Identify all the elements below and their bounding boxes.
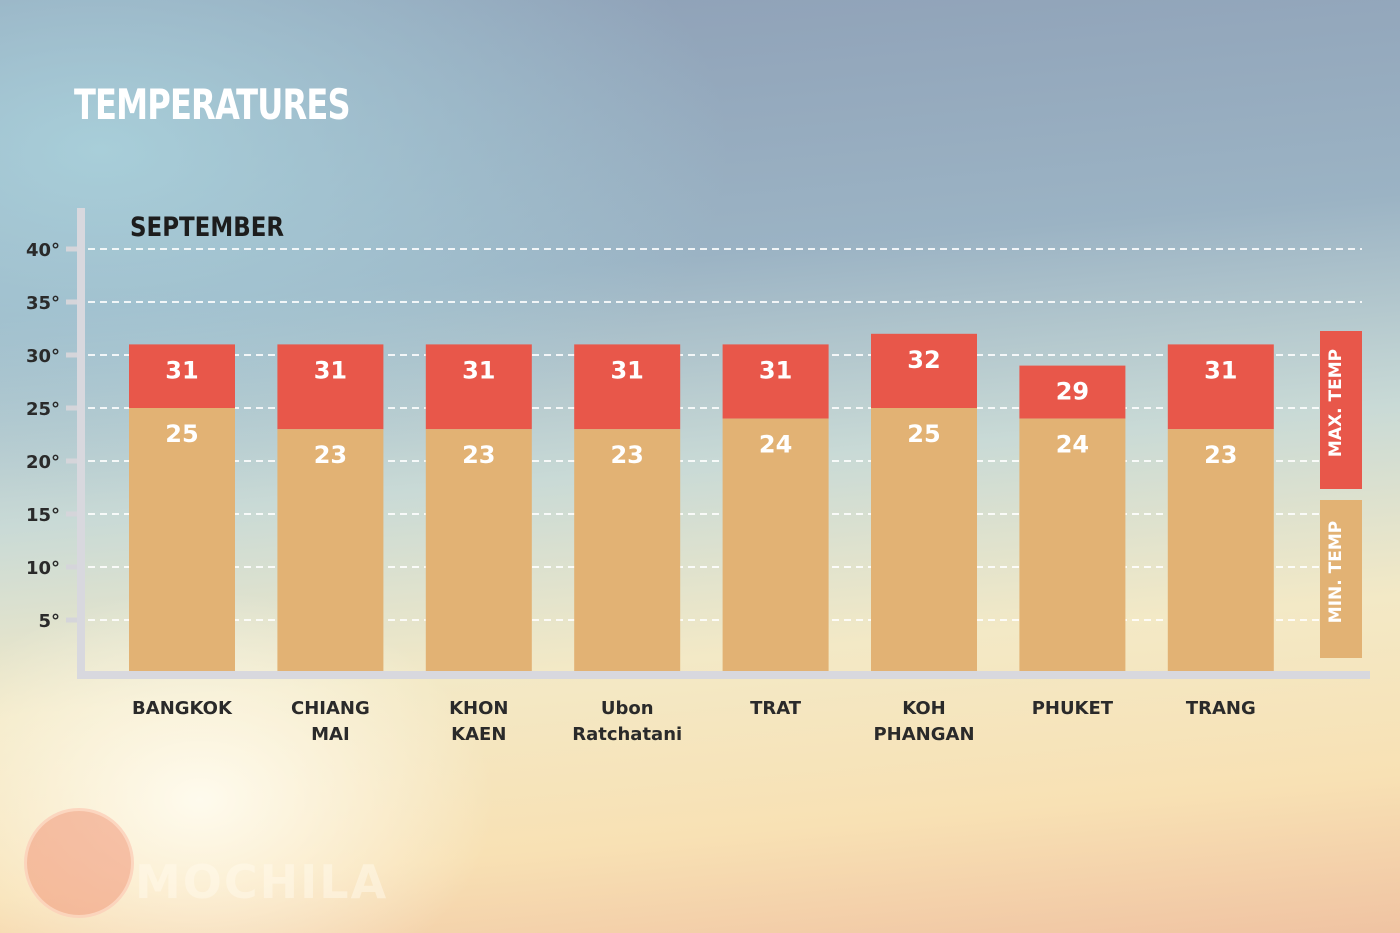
bar-min-temp — [871, 408, 977, 671]
chart-subtitle: SEPTEMBER — [130, 212, 285, 243]
legend-label: MAX. TEMP — [1326, 349, 1346, 457]
data-label-min: 23 — [314, 441, 347, 469]
x-tick-label: MAI — [311, 724, 350, 745]
x-tick-label: KAEN — [451, 724, 506, 745]
y-tick-label: 10° — [26, 558, 60, 579]
bar-min-temp — [277, 429, 384, 671]
data-label-min: 23 — [1204, 441, 1237, 469]
bar-max-temp — [574, 344, 681, 430]
x-tick-label: PHANGAN — [873, 724, 974, 745]
data-label-max: 31 — [1204, 356, 1237, 384]
data-label-max: 29 — [1056, 378, 1089, 406]
bar-max-temp — [722, 344, 829, 419]
x-tick-label: Ratchatani — [572, 724, 682, 745]
data-label-max: 32 — [907, 346, 940, 374]
y-tick-label: 30° — [26, 346, 60, 367]
bar-max-temp — [1167, 344, 1274, 430]
bar-min-temp — [1019, 418, 1126, 671]
legend-swatch — [1320, 500, 1362, 658]
x-tick-label: BANGKOK — [132, 698, 233, 719]
x-tick-label: PHUKET — [1032, 698, 1114, 719]
legend-swatch — [1320, 331, 1362, 489]
logo-icon — [24, 808, 134, 918]
x-tick-label: Ubon — [601, 698, 654, 719]
x-tick-label: KHON — [449, 698, 508, 719]
data-label-min: 25 — [165, 420, 198, 448]
data-label-min: 24 — [759, 431, 792, 459]
y-tick-label: 15° — [26, 505, 60, 526]
x-tick-label: TRAT — [750, 698, 802, 719]
bar-min-temp — [129, 408, 235, 671]
bar-min-temp — [1167, 429, 1274, 671]
bar-max-temp — [277, 344, 384, 430]
data-label-max: 31 — [759, 356, 792, 384]
x-tick-label: KOH — [902, 698, 946, 719]
data-label-min: 23 — [610, 441, 643, 469]
bar-min-temp — [722, 418, 829, 671]
logo-text: MOCHILA — [135, 855, 389, 909]
bar-max-temp — [129, 344, 235, 408]
y-tick-label: 20° — [26, 452, 60, 473]
data-label-min: 23 — [462, 441, 495, 469]
data-label-min: 24 — [1056, 431, 1089, 459]
legend-label: MIN. TEMP — [1326, 521, 1346, 623]
data-label-max: 31 — [610, 356, 643, 384]
data-label-min: 25 — [907, 420, 940, 448]
y-tick-label: 35° — [26, 293, 60, 314]
bar-min-temp — [425, 429, 532, 671]
bar-max-temp — [871, 333, 977, 408]
page-title: TEMPERATURES — [74, 80, 351, 129]
y-tick-label: 25° — [26, 399, 60, 420]
x-tick-label: CHIANG — [291, 698, 370, 719]
data-label-max: 31 — [314, 356, 347, 384]
data-label-max: 31 — [462, 356, 495, 384]
bar-min-temp — [574, 429, 681, 671]
bar-max-temp — [1019, 365, 1126, 419]
data-label-max: 31 — [165, 356, 198, 384]
y-tick-label: 40° — [26, 240, 60, 261]
x-tick-label: TRANG — [1186, 698, 1256, 719]
y-tick-label: 5° — [38, 611, 60, 632]
bar-max-temp — [425, 344, 532, 430]
